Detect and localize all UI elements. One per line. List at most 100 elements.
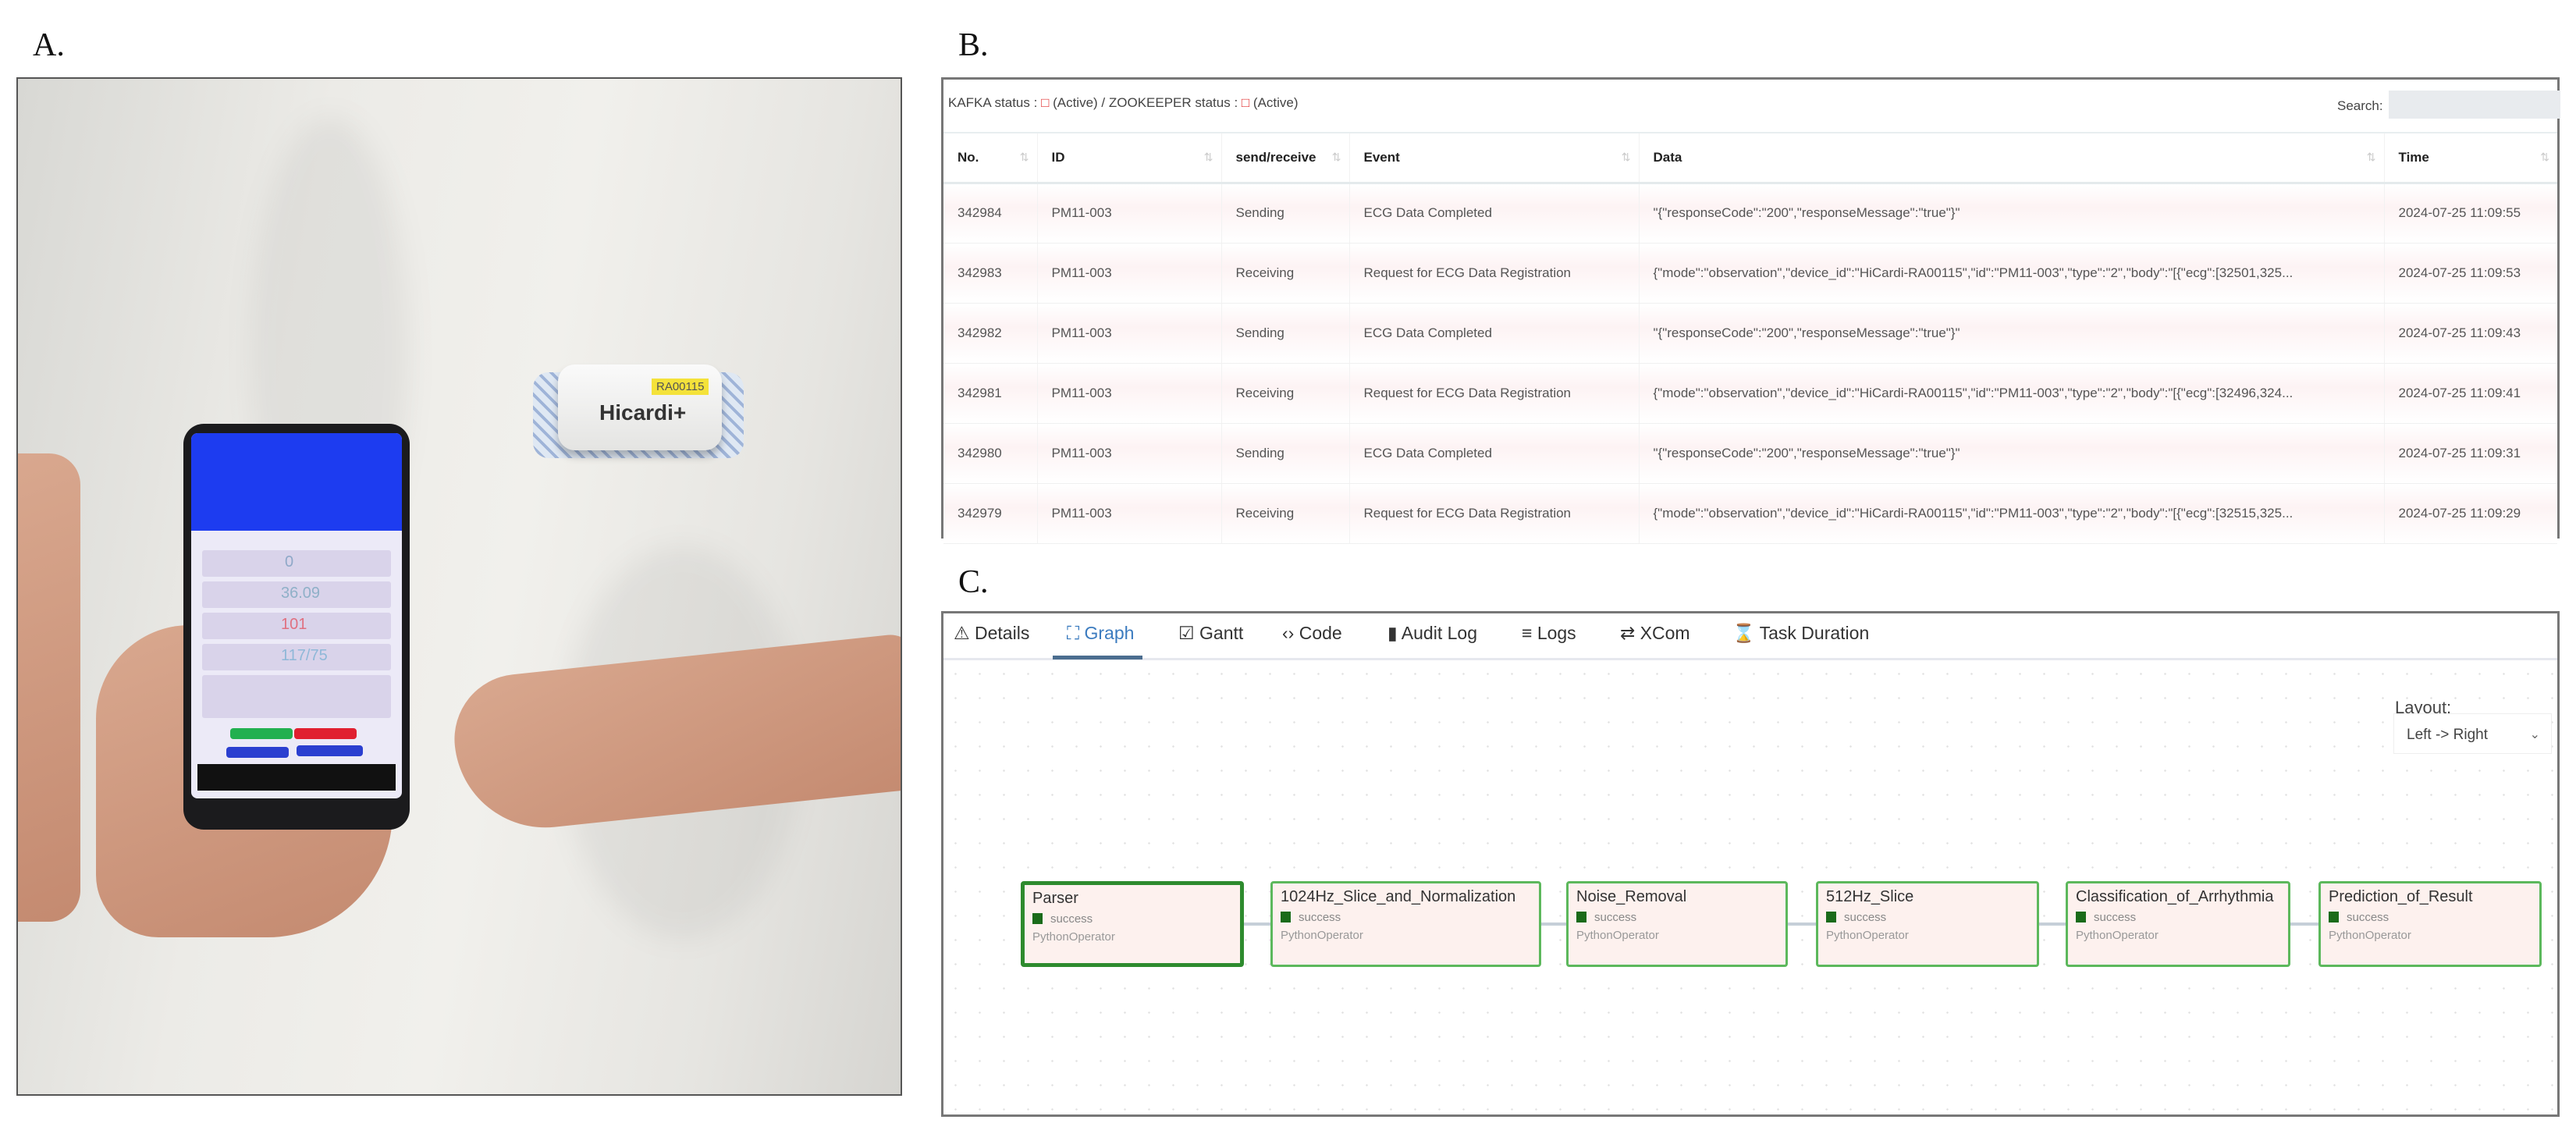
task-name: Parser	[1032, 890, 1078, 907]
table-cell: PM11-003	[1036, 303, 1221, 364]
task-state: success	[1299, 911, 1341, 924]
table-row[interactable]: 342983 PM11-003 Receiving Request for ECG D…	[943, 243, 2557, 304]
column-header-label: send/receive	[1235, 149, 1316, 165]
column-header-label: Data	[1653, 149, 1682, 165]
zookeeper-status-value: (Active)	[1249, 95, 1299, 110]
hourglass-icon: ⌛	[1732, 623, 1755, 643]
patch-serial: RA00115	[652, 379, 709, 395]
task-name: Classification_of_Arrhythmia	[2076, 888, 2274, 905]
gantt-icon: ☑	[1178, 623, 1195, 643]
sort-icon[interactable]: ⇅	[1621, 151, 1631, 163]
tab-code[interactable]: ‹› Code	[1282, 623, 1342, 644]
tab-details[interactable]: ⚠ Details	[954, 623, 1029, 644]
table-row[interactable]: 342982 PM11-003 Sending ECG Data Completed "…	[943, 303, 2557, 364]
table-cell: 342979	[943, 483, 1037, 544]
table-cell: 342981	[943, 363, 1037, 424]
table-cell: Sending	[1220, 303, 1349, 364]
task-node-512hz-slice[interactable]: 512Hz_Slice success PythonOperator	[1816, 881, 2039, 967]
table-cell: PM11-003	[1036, 183, 1221, 244]
sort-icon[interactable]: ⇅	[2540, 151, 2549, 163]
column-header-send-receive[interactable]: send/receive ⇅	[1220, 132, 1349, 184]
graph-icon: ⛶	[1067, 623, 1080, 643]
column-header-data[interactable]: Data ⇅	[1638, 132, 2384, 184]
task-node-1024hz-slice-and-normalization[interactable]: 1024Hz_Slice_and_Normalization success Pyt…	[1270, 881, 1541, 967]
sort-icon[interactable]: ⇅	[1019, 151, 1029, 163]
sort-icon[interactable]: ⇅	[2366, 151, 2376, 163]
task-operator: PythonOperator	[2329, 929, 2411, 942]
task-node-noise-removal[interactable]: Noise_Removal success PythonOperator	[1566, 881, 1788, 967]
list-icon: ≡	[1522, 623, 1533, 643]
status-separator: /	[1097, 95, 1109, 110]
tab-logs[interactable]: ≡ Logs	[1522, 623, 1576, 644]
table-cell: 2024-07-25 11:09:43	[2383, 303, 2557, 364]
table-cell: {"mode":"observation","device_id":"HiCar…	[1638, 483, 2384, 544]
table-header: No. ⇅ ID ⇅ send/receive ⇅ Event ⇅ Data ⇅ Time ⇅	[943, 132, 2557, 184]
layout-select-value: Left -> Right	[2407, 727, 2489, 743]
search-label: Search:	[2337, 98, 2383, 113]
search-input[interactable]	[2389, 91, 2560, 119]
table-row[interactable]: 342981 PM11-003 Receiving Request for ECG D…	[943, 363, 2557, 424]
message-table: No. ⇅ ID ⇅ send/receive ⇅ Event ⇅ Data ⇅ Time ⇅ 342…	[943, 132, 2557, 544]
tab-task-duration[interactable]: ⌛ Task Duration	[1732, 623, 1869, 644]
figure-label-b: B.	[958, 27, 989, 63]
table-cell: "{"responseCode":"200","responseMessage"…	[1638, 303, 2384, 364]
tab-audit-log[interactable]: ▮ Audit Log	[1387, 623, 1477, 644]
tab-graph[interactable]: ⛶ Graph	[1067, 623, 1134, 644]
dag-edge	[1541, 922, 1566, 926]
task-state: success	[1844, 911, 1887, 924]
column-header-label: Time	[2398, 149, 2429, 165]
sort-icon[interactable]: ⇅	[1203, 151, 1213, 163]
task-operator: PythonOperator	[1576, 929, 1659, 942]
task-operator: PythonOperator	[1281, 929, 1363, 942]
table-cell: ECG Data Completed	[1348, 423, 1639, 484]
table-cell: 2024-07-25 11:09:29	[2383, 483, 2557, 544]
exchange-icon: ⇄	[1620, 623, 1636, 643]
task-state: success	[2094, 911, 2137, 924]
column-header-no[interactable]: No. ⇅	[943, 132, 1037, 184]
tab-xcom[interactable]: ⇄ XCom	[1620, 623, 1690, 644]
table-cell: "{"responseCode":"200","responseMessage"…	[1638, 423, 2384, 484]
table-cell: Request for ECG Data Registration	[1348, 243, 1639, 304]
layout-select[interactable]: Left -> Right ⌄	[2393, 713, 2552, 754]
table-cell: PM11-003	[1036, 363, 1221, 424]
status-square-icon	[1576, 912, 1586, 922]
phone-value-4: 117/75	[281, 647, 328, 664]
table-cell: 342980	[943, 423, 1037, 484]
tab-label: Gantt	[1199, 623, 1244, 643]
task-node-classification-of-arrhythmia[interactable]: Classification_of_Arrhythmia success Pytho…	[2066, 881, 2290, 967]
column-header-label: No.	[958, 149, 979, 165]
column-header-time[interactable]: Time ⇅	[2383, 132, 2557, 184]
task-node-prediction-of-result[interactable]: Prediction_of_Result success PythonOperato…	[2318, 881, 2542, 967]
kafka-monitor-panel: KAFKA status : □ (Active) / ZOOKEEPER st…	[941, 77, 2560, 544]
column-header-event[interactable]: Event ⇅	[1348, 132, 1639, 184]
table-cell: PM11-003	[1036, 423, 1221, 484]
table-cell: "{"responseCode":"200","responseMessage"…	[1638, 183, 2384, 244]
tab-label: XCom	[1640, 623, 1690, 643]
figure-label-c: C.	[958, 564, 989, 600]
phone-value-2: 36.09	[281, 585, 321, 602]
table-row[interactable]: 342979 PM11-003 Receiving Request for ECG D…	[943, 483, 2557, 544]
table-cell: 342982	[943, 303, 1037, 364]
broker-status: KAFKA status : □ (Active) / ZOOKEEPER st…	[948, 95, 1299, 111]
table-cell: ECG Data Completed	[1348, 303, 1639, 364]
tab-label: Code	[1299, 623, 1342, 643]
table-cell: Sending	[1220, 183, 1349, 244]
column-header-id[interactable]: ID ⇅	[1036, 132, 1221, 184]
kafka-status-label: KAFKA status :	[948, 95, 1042, 110]
task-node-parser[interactable]: Parser success PythonOperator	[1021, 881, 1244, 967]
tab-gantt[interactable]: ☑ Gantt	[1178, 623, 1243, 644]
table-cell: 342984	[943, 183, 1037, 244]
tab-label: Task Duration	[1759, 623, 1870, 643]
sort-icon[interactable]: ⇅	[1331, 151, 1341, 163]
table-cell: {"mode":"observation","device_id":"HiCar…	[1638, 363, 2384, 424]
table-cell: Receiving	[1220, 243, 1349, 304]
task-state: success	[2347, 911, 2389, 924]
code-icon: ‹›	[1282, 623, 1295, 643]
table-row[interactable]: 342980 PM11-003 Sending ECG Data Completed "…	[943, 423, 2557, 484]
task-name: Noise_Removal	[1576, 888, 1687, 905]
table-cell: Request for ECG Data Registration	[1348, 483, 1639, 544]
status-square-icon	[1032, 913, 1043, 924]
table-cell: {"mode":"observation","device_id":"HiCar…	[1638, 243, 2384, 304]
device-photo: 0 36.09 101 117/75 RA00115 Hicardi+	[16, 77, 902, 1096]
table-row[interactable]: 342984 PM11-003 Sending ECG Data Completed "…	[943, 183, 2557, 244]
